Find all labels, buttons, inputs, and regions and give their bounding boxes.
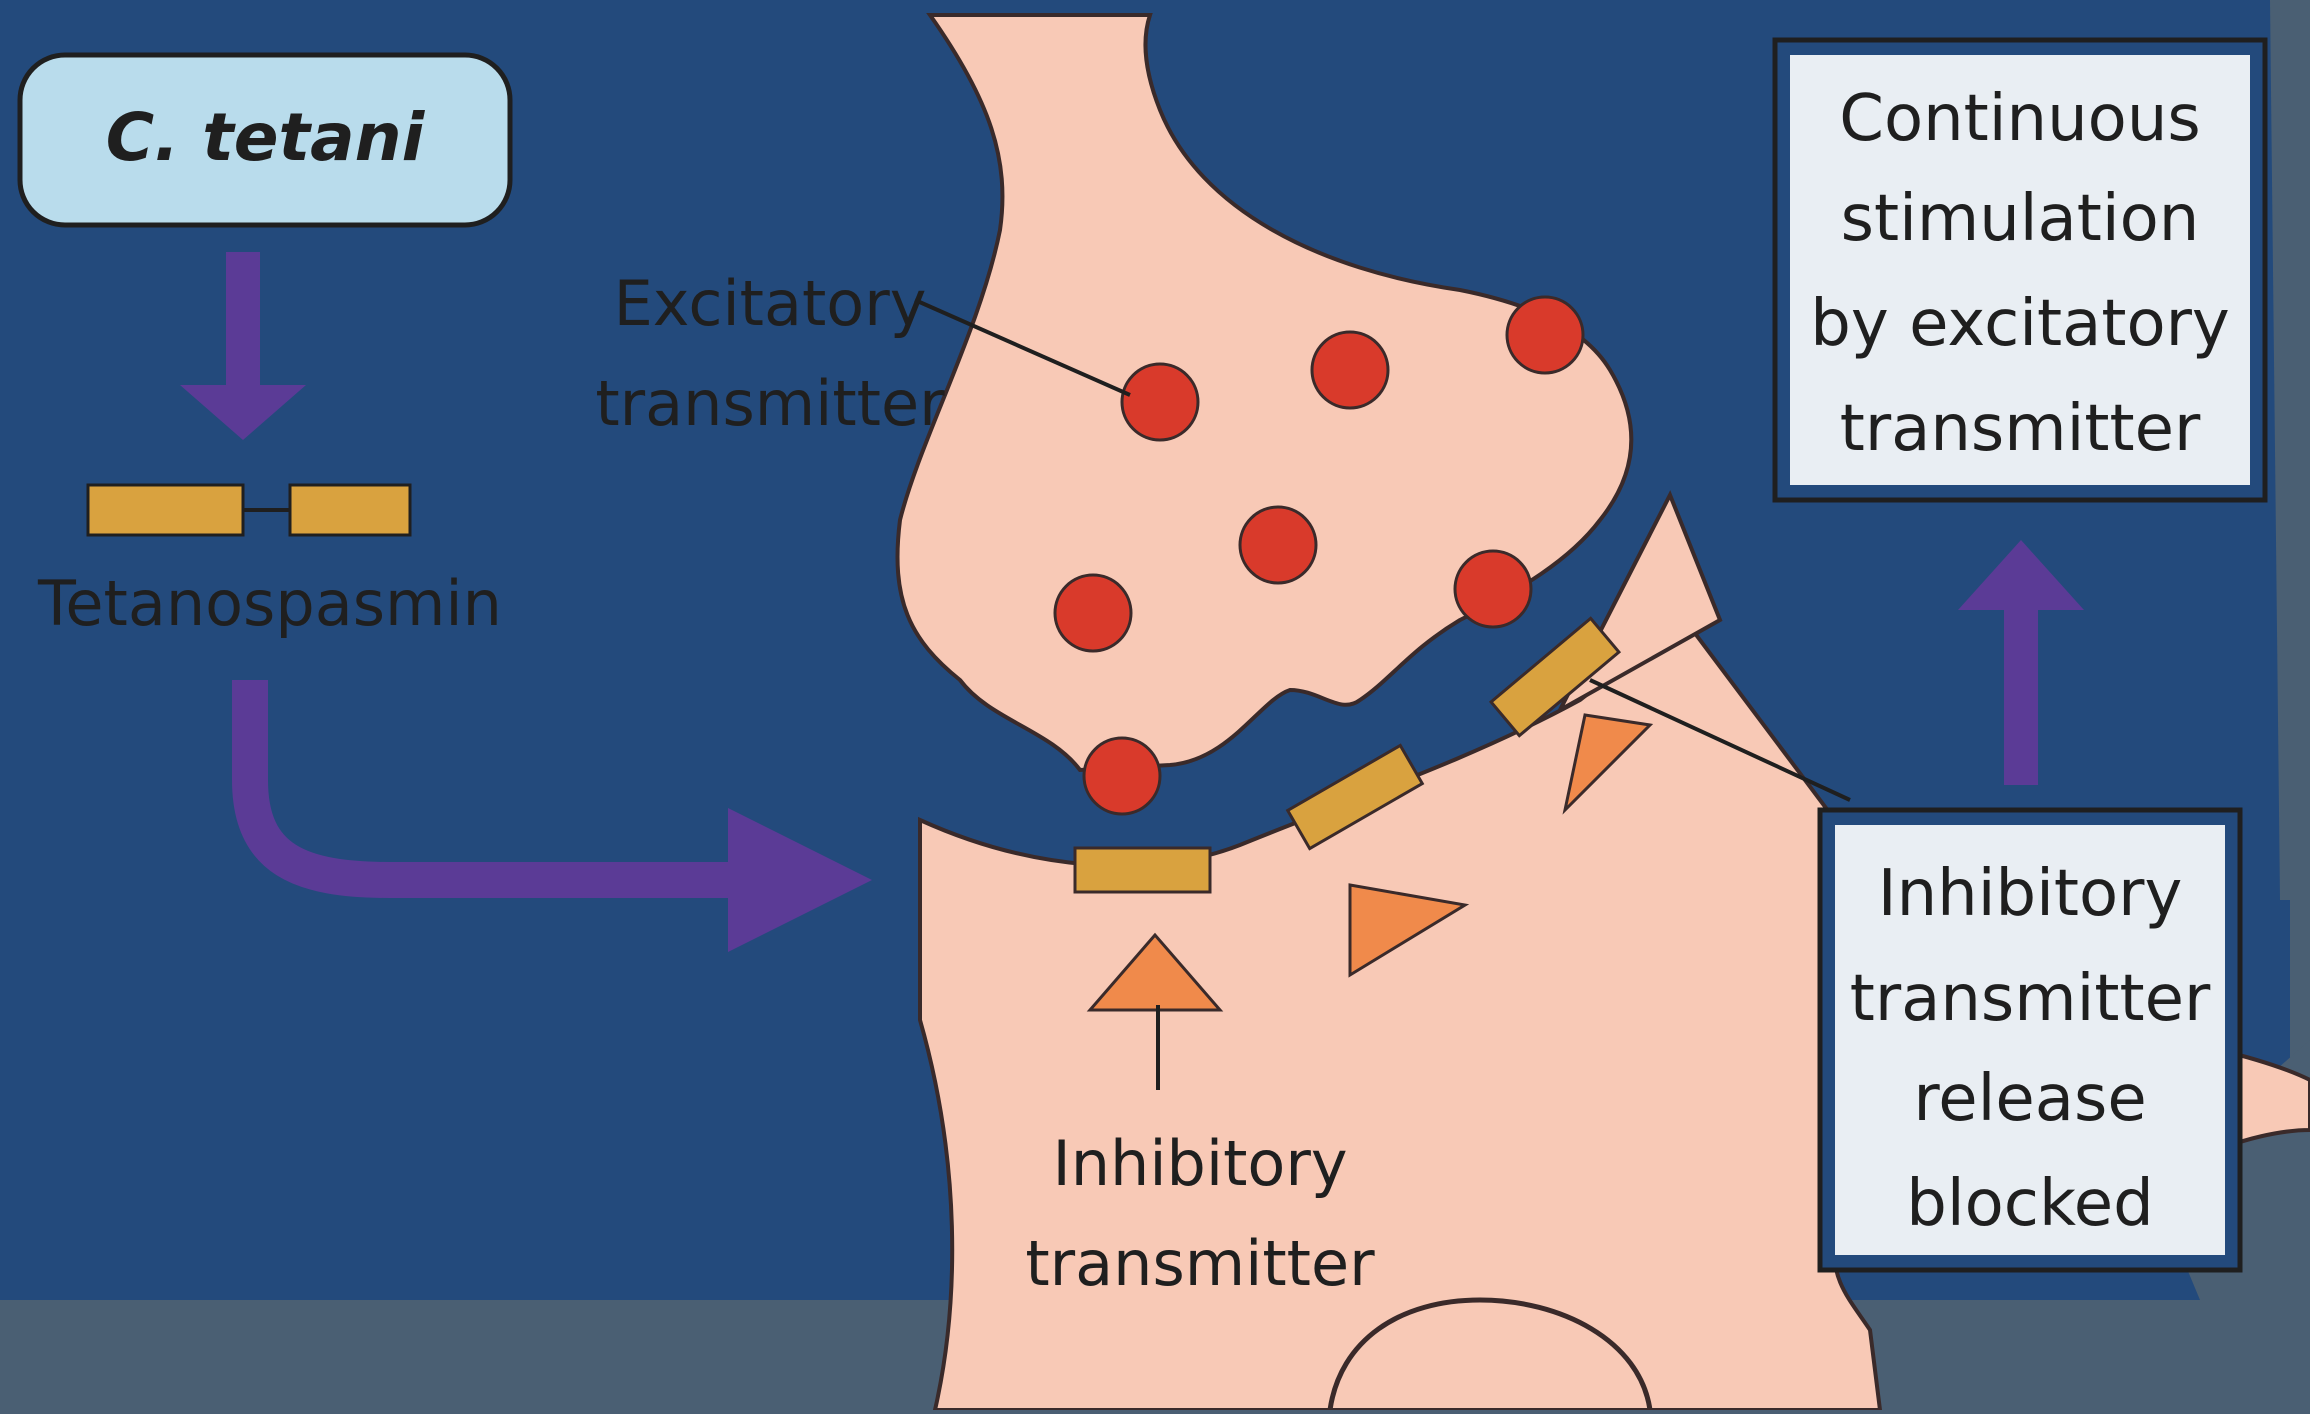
blocked-box-fill [1835,825,2225,1255]
up-arrow-shaft [2004,600,2038,785]
excitatory-label-line2: transmitter [595,367,945,440]
c-tetani-box [17,52,513,228]
blocked-line4: blocked [1906,1167,2154,1241]
inhibitory-label-line1: Inhibitory [1052,1127,1347,1200]
blocked-line3: release [1913,1062,2146,1136]
vesicle [1238,505,1318,585]
nucleus-outline [1327,1297,1653,1411]
c-tetani-label: C. tetani [106,99,426,176]
inhibitory-triangle [1348,883,1470,978]
toxin-icon-left [86,483,245,537]
vesicle [1053,573,1133,653]
toxin-icon-right [288,483,412,537]
result-line4: transmitter [1840,392,2201,466]
result-line2: stimulation [1841,182,2200,256]
vesicle [1082,736,1162,816]
vesicle [1310,330,1390,410]
vesicle [1453,549,1533,629]
right-edge-strip [2270,0,2310,900]
toxin-bar [1488,616,1622,738]
curved-arrow [232,680,872,952]
down-arrow-shaft [226,252,260,392]
tetanospasmin-label: Tetanospasmin [37,567,502,640]
vesicle [1505,295,1585,375]
excitatory-leader-line [914,298,1131,397]
blocked-line2: transmitter [1850,962,2211,1036]
result-line1: Continuous [1839,82,2200,156]
vesicle [1120,362,1200,442]
inhibitory-triangle [1562,713,1654,815]
inhibitory-triangle [1086,932,1224,1012]
result-line3: by excitatory [1810,287,2230,361]
toxin-bar [1073,846,1212,894]
result-box-fill [1790,55,2250,485]
excitatory-label-line1: Excitatory [614,267,927,340]
blocked-line1: Inhibitory [1878,857,2183,931]
up-arrow-head [1958,540,2084,610]
inhibitory-label-line2: transmitter [1025,1227,1375,1300]
blocked-leader-line [1589,678,1851,802]
down-arrow-head [180,385,306,440]
toxin-bar [1285,743,1425,851]
